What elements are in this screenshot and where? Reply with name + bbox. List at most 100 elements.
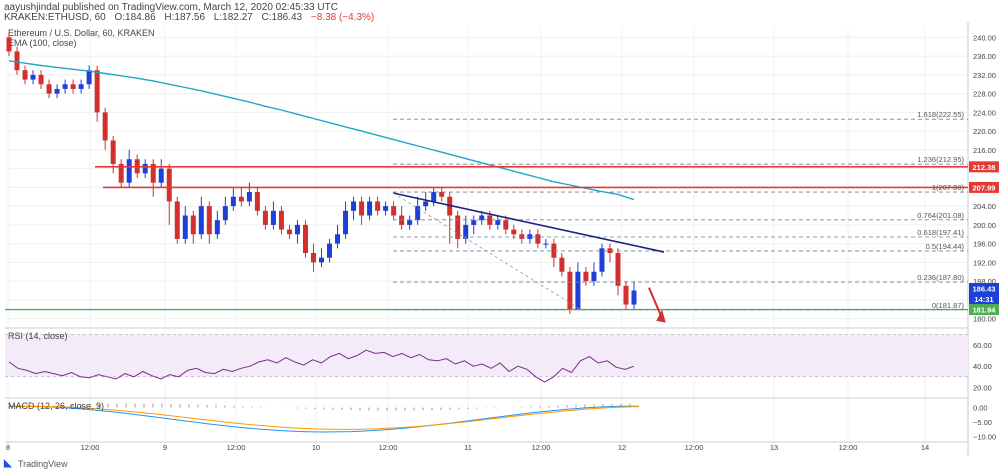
candle-body: [575, 271, 581, 310]
candle-body: [142, 163, 148, 174]
price-tick-label: 188.00: [973, 277, 996, 286]
candle-body: [471, 220, 477, 225]
price-tag-label: 186.43: [973, 284, 996, 293]
time-tick-label: 9: [163, 443, 167, 452]
candle-body: [327, 243, 333, 258]
time-tick-label: 12:00: [532, 443, 551, 452]
macd-line: [9, 405, 639, 433]
rsi-pane[interactable]: 60.00 40.00 20.00 RSI (14, close): [5, 331, 992, 399]
candle-body: [302, 224, 308, 253]
price-tag-label: 212.38: [973, 163, 996, 172]
candle-body: [615, 253, 621, 286]
time-axis[interactable]: 8 12:00 9 12:00 10 12:00 11 12:00 12 12:00 13 12:00…: [6, 443, 929, 452]
candle-body: [519, 234, 525, 239]
candle-body: [479, 215, 485, 221]
macd-pane[interactable]: 0.00 −5.00 −10.00 MACD (12, 26, close, 9): [5, 401, 996, 443]
macd-tick-label: −10.00: [973, 432, 996, 441]
candle-body: [503, 220, 509, 230]
price-tick-label: 180.00: [973, 315, 996, 324]
low-value: L:182.27: [213, 12, 253, 23]
price-tag-label: 14:31: [974, 295, 993, 304]
candle-body: [631, 290, 637, 305]
candle-body: [310, 253, 316, 263]
time-tick-label: 12:00: [685, 443, 704, 452]
macd-signal-line: [8, 406, 640, 430]
open-value: O:184.86: [114, 12, 156, 23]
candle-body: [190, 215, 196, 235]
time-tick-label: 12:00: [81, 443, 100, 452]
candle-body: [535, 234, 541, 244]
candle-body: [254, 192, 260, 211]
candle-body: [278, 210, 284, 230]
candle-body: [182, 215, 188, 239]
candle-body: [214, 220, 220, 235]
footer: ◣ TradingView: [0, 456, 1000, 474]
time-tick-label: 13: [770, 443, 778, 452]
candle-body: [567, 271, 573, 310]
candle-body: [246, 192, 252, 202]
candle-body: [270, 210, 276, 225]
candle-body: [463, 224, 469, 239]
fib-level-label: 0.236(187.80): [917, 273, 964, 282]
candle-body: [511, 229, 517, 235]
macd-tick-label: 0.00: [973, 404, 988, 413]
candle-body: [14, 51, 20, 71]
candle-body: [126, 159, 132, 183]
macd-pane-title: MACD (12, 26, close, 9): [8, 401, 104, 411]
candle-body: [6, 37, 12, 52]
ohlc-line: KRAKEN:ETHUSD, 60 O:184.86 H:187.56 L:18…: [4, 12, 374, 23]
candle-body: [262, 210, 268, 225]
price-tag-background: [969, 282, 999, 294]
rsi-tick-label: 40.00: [973, 362, 992, 371]
candle-body: [543, 243, 549, 245]
price-tag-background: [969, 304, 999, 316]
price-tick-label: 200.00: [973, 221, 996, 230]
candle-body: [238, 196, 244, 202]
price-tick-label: 204.00: [973, 202, 996, 211]
swing-line: [392, 192, 582, 311]
chart-header: aayushjindal published on TradingView.co…: [0, 0, 1000, 23]
time-tick-label: 12:00: [839, 443, 858, 452]
candle-body: [391, 206, 397, 216]
price-tag-label: 207.99: [973, 183, 996, 192]
time-tick-label: 12:00: [379, 443, 398, 452]
candle-body: [94, 70, 100, 113]
candle-body: [455, 215, 461, 239]
change-value: −8.38 (−4.3%): [310, 12, 375, 23]
candle-body: [583, 271, 589, 282]
chart-background: [0, 22, 1000, 456]
candle-body: [174, 201, 180, 239]
price-tick-label: 232.00: [973, 71, 996, 80]
candle-body: [527, 234, 533, 239]
candle-body: [166, 168, 172, 202]
fib-level-label: 1.236(212.95): [917, 155, 964, 164]
fib-level-label: 1.618(222.55): [917, 110, 964, 119]
candle-body: [30, 74, 36, 80]
time-tick-label: 11: [464, 443, 472, 452]
down-arrow-icon: [648, 287, 662, 317]
candle-body: [286, 229, 292, 235]
rsi-tick-label: 60.00: [973, 341, 992, 350]
time-tick-label: 12: [618, 443, 626, 452]
price-tick-label: 236.00: [973, 52, 996, 61]
fib-level-label: 0.618(197.41): [917, 228, 964, 237]
macd-tick-label: −5.00: [973, 418, 992, 427]
price-tick-label: 220.00: [973, 127, 996, 136]
price-tag-background: [969, 161, 999, 173]
high-value: H:187.56: [164, 12, 206, 23]
price-tag-background: [969, 181, 999, 193]
candle-body: [359, 201, 365, 216]
candle-body: [230, 196, 236, 207]
down-arrow-head-icon: [656, 309, 666, 323]
candle-body: [54, 88, 60, 94]
price-pane-title: Ethereum / U.S. Dollar, 60, KRAKEN: [8, 28, 155, 38]
bearish-trend-line: [392, 192, 665, 253]
price-tick-label: 196.00: [973, 240, 996, 249]
candle-body: [407, 220, 413, 225]
candle-body: [487, 215, 493, 225]
chart-area[interactable]: 240.00 236.00 232.00 228.00 224.00 220.00 216.…: [0, 22, 1000, 456]
fib-level-label: 1(207.00): [932, 183, 965, 192]
time-tick-label: 8: [6, 443, 10, 452]
price-pane[interactable]: 240.00 236.00 232.00 228.00 224.00 220.00 216.…: [5, 22, 999, 456]
rsi-tick-label: 20.00: [973, 383, 992, 392]
